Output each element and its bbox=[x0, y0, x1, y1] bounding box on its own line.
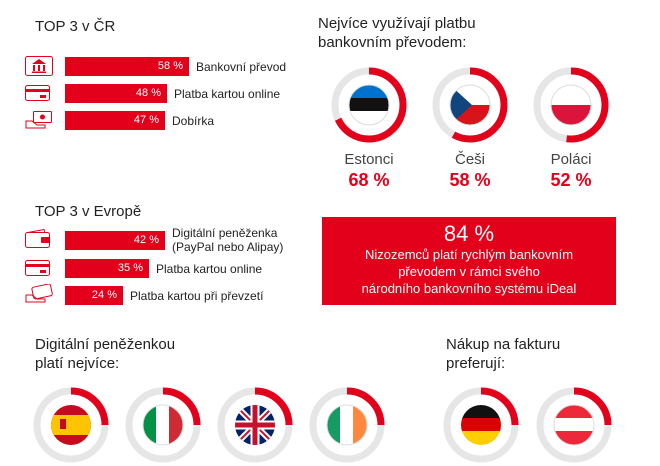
czech-flag-icon bbox=[450, 85, 490, 125]
poland-ring-progress bbox=[533, 67, 609, 143]
ireland-ring bbox=[309, 387, 385, 463]
cash-hand-icon bbox=[25, 111, 52, 129]
country-value-poland: 52 % bbox=[550, 170, 592, 190]
invoice-title-line1: Nákup na fakturu bbox=[446, 336, 561, 353]
country-name-czech: Češi bbox=[454, 151, 485, 168]
card-hand-icon bbox=[25, 284, 53, 303]
bar-eu-card-online: 35 % bbox=[65, 259, 149, 278]
wallet-title-line2: platí nejvíce: bbox=[35, 355, 120, 372]
czech-ring bbox=[432, 67, 508, 143]
austria-ring bbox=[536, 387, 612, 463]
bank-transfer-title: Nejvíce využívají platbu bankovním převo… bbox=[318, 14, 476, 52]
uk-ring bbox=[217, 387, 293, 463]
label-cr-card-online: Platba kartou online bbox=[174, 87, 281, 101]
label-eu-wallet-line2: (PayPal nebo Alipay) bbox=[172, 240, 284, 254]
bar-eu-wallet: 42 % bbox=[65, 231, 165, 250]
top3-europe-title: TOP 3 v Evropě bbox=[35, 203, 142, 220]
netherlands-text-line3: národního bankovního systému iDeal bbox=[361, 281, 577, 296]
netherlands-text-line2: převodem v rámci svého bbox=[398, 264, 540, 279]
poland-ring bbox=[533, 67, 609, 143]
italy-ring-progress bbox=[162, 387, 201, 426]
poland-flag-icon bbox=[551, 85, 591, 125]
label-eu-card-pickup: Platba kartou při převzetí bbox=[130, 289, 264, 303]
italy-ring bbox=[125, 387, 201, 463]
country-value-estonia: 68 % bbox=[348, 170, 390, 190]
bank-transfer-title-line2: bankovním převodem: bbox=[318, 34, 467, 51]
ireland-ring-progress bbox=[346, 387, 385, 426]
estonia-ring-progress bbox=[331, 67, 407, 143]
spain-ring bbox=[33, 387, 109, 463]
czech-ring-progress bbox=[432, 67, 508, 143]
invoice-title: Nákup na fakturu preferují: bbox=[446, 335, 560, 373]
bar-eu-card-pickup: 24 % bbox=[65, 286, 123, 305]
card-online-icon bbox=[25, 260, 50, 276]
spain-flag-icon bbox=[51, 405, 91, 445]
card-icon bbox=[25, 85, 50, 101]
bank-icon bbox=[25, 56, 53, 76]
uk-flag-icon bbox=[235, 405, 275, 445]
label-eu-wallet-line1: Digitální peněženka bbox=[172, 226, 278, 240]
austria-ring-progress bbox=[573, 387, 612, 426]
austria-flag-icon bbox=[554, 405, 594, 445]
estonia-ring bbox=[331, 67, 407, 143]
netherlands-text-line1: Nizozemců platí rychlým bankovním bbox=[364, 247, 574, 262]
wallet-title-line1: Digitální peněženkou bbox=[35, 336, 176, 353]
label-eu-card-online: Platba kartou online bbox=[156, 262, 263, 276]
estonia-flag-icon bbox=[349, 85, 389, 125]
netherlands-highlight-box: 84 % Nizozemců platí rychlým bankovním p… bbox=[322, 217, 616, 305]
uk-ring-progress bbox=[254, 387, 293, 426]
bar-cr-cod: 47 % bbox=[65, 111, 165, 130]
label-cr-bank-transfer: Bankovní převod bbox=[196, 60, 287, 74]
italy-flag-icon bbox=[143, 405, 183, 445]
germany-flag-icon bbox=[461, 405, 501, 445]
country-name-estonia: Estonci bbox=[344, 151, 394, 168]
spain-ring-progress bbox=[70, 387, 109, 426]
invoice-title-line2: preferují: bbox=[446, 355, 506, 372]
country-name-poland: Poláci bbox=[550, 151, 592, 168]
ireland-flag-icon bbox=[327, 405, 367, 445]
top3-cr-title: TOP 3 v ČR bbox=[35, 18, 116, 35]
wallet-title: Digitální peněženkou platí nejvíce: bbox=[35, 335, 175, 373]
wallet-icon bbox=[25, 229, 50, 248]
germany-ring bbox=[443, 387, 519, 463]
bar-cr-card-online: 48 % bbox=[65, 84, 167, 103]
netherlands-value: 84 % bbox=[443, 221, 495, 246]
germany-ring-progress bbox=[480, 387, 519, 426]
bar-cr-bank-transfer: 58 % bbox=[65, 57, 189, 76]
label-eu-wallet: Digitální peněženka (PayPal nebo Alipay) bbox=[172, 226, 283, 254]
bank-transfer-title-line1: Nejvíce využívají platbu bbox=[318, 15, 476, 32]
label-cr-cod: Dobírka bbox=[172, 114, 215, 128]
country-value-czech: 58 % bbox=[449, 170, 491, 190]
